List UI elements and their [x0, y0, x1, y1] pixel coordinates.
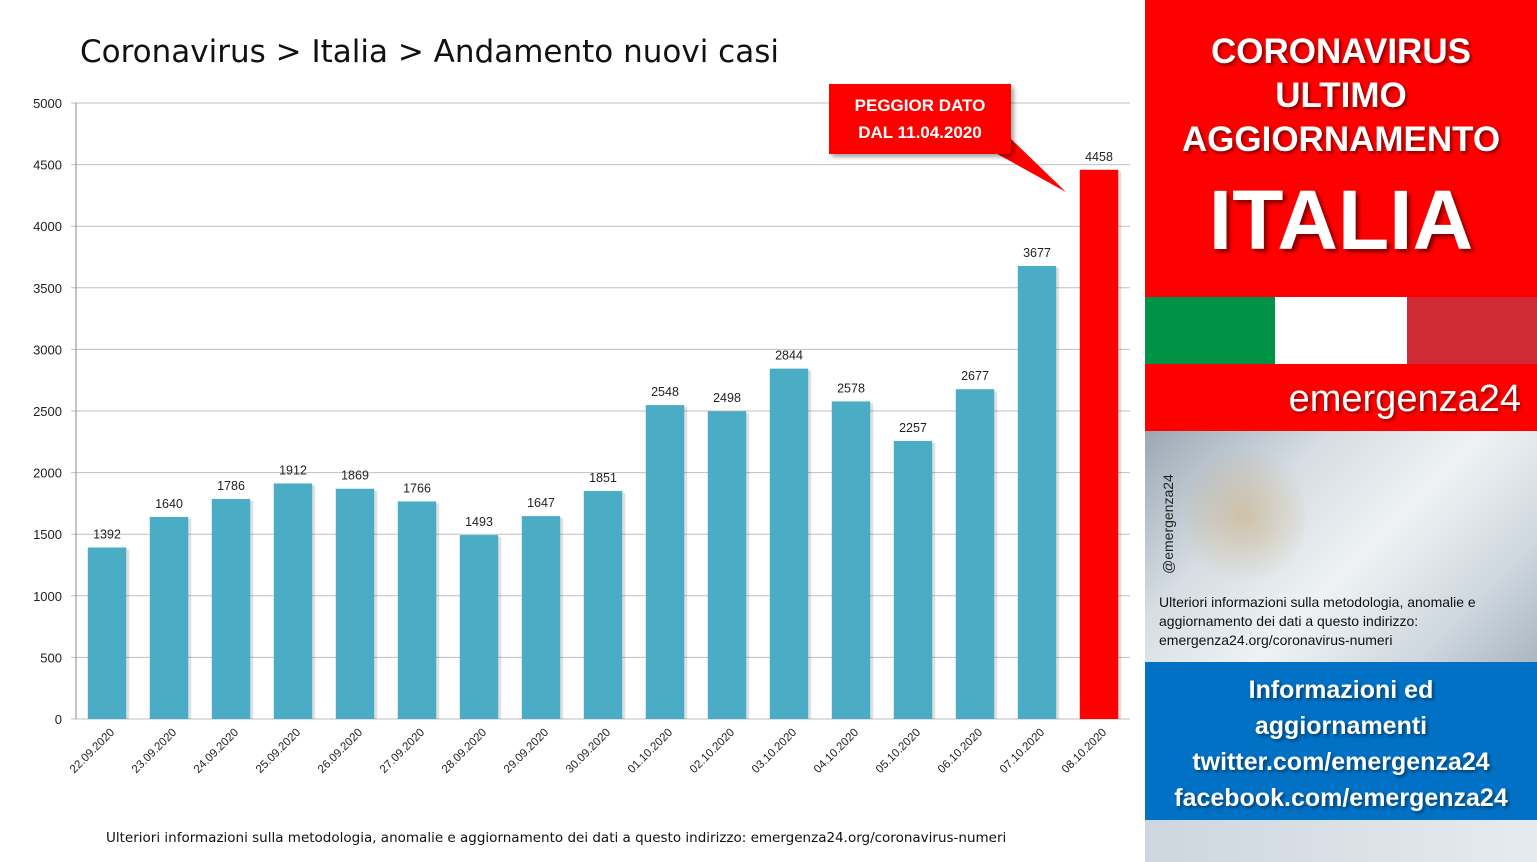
headline-line-2: ULTIMO — [1275, 76, 1407, 115]
bar — [1017, 265, 1057, 719]
y-tick-label: 1500 — [33, 527, 62, 542]
x-tick-label: 25.09.2020 — [254, 727, 303, 776]
y-tick-label: 0 — [55, 712, 62, 727]
bar — [335, 488, 375, 719]
footnote: Ulteriori informazioni sulla metodologia… — [106, 830, 1007, 846]
bar-value-label: 2677 — [961, 369, 989, 383]
italian-flag — [1145, 297, 1537, 364]
bar-value-label: 1766 — [403, 481, 431, 495]
y-tick-label: 2000 — [33, 466, 62, 481]
bar — [893, 440, 933, 719]
bar — [955, 389, 995, 719]
x-tick-label: 07.10.2020 — [998, 727, 1047, 776]
sidebar: CORONAVIRUS ULTIMO AGGIORNAMENTO ITALIA … — [1145, 0, 1537, 862]
y-tick-label: 4000 — [33, 219, 62, 234]
flag-red-stripe — [1407, 297, 1537, 364]
x-tick-label: 04.10.2020 — [812, 727, 861, 776]
x-tick-label: 08.10.2020 — [1060, 727, 1109, 776]
handle-text: @emergenza24 — [1160, 474, 1176, 574]
x-tick-label: 03.10.2020 — [750, 727, 799, 776]
facebook-link[interactable]: facebook.com/emergenza24 — [1174, 784, 1508, 812]
bar-value-label: 1786 — [217, 479, 245, 493]
bar-value-label: 1851 — [589, 471, 617, 485]
bar — [87, 547, 127, 719]
x-tick-label: 27.09.2020 — [378, 727, 427, 776]
country-name: ITALIA — [1208, 173, 1474, 267]
x-tick-label: 23.09.2020 — [130, 727, 179, 776]
bar — [707, 411, 747, 719]
bar — [459, 535, 499, 719]
bar-value-label: 1392 — [93, 528, 121, 542]
x-tick-label: 02.10.2020 — [688, 727, 737, 776]
flag-green-stripe — [1145, 297, 1275, 364]
bar-value-label: 1869 — [341, 469, 369, 483]
links-box: Informazioni ed aggiornamenti twitter.co… — [1145, 662, 1537, 820]
bar-value-label: 2844 — [775, 349, 803, 363]
chart-panel: Coronavirus > Italia > Andamento nuovi c… — [33, 34, 1130, 846]
y-tick-label: 500 — [40, 650, 62, 665]
x-tick-label: 06.10.2020 — [936, 727, 985, 776]
x-tick-label: 28.09.2020 — [440, 727, 489, 776]
headline-line-1: CORONAVIRUS — [1211, 32, 1471, 71]
bar — [397, 501, 437, 719]
links-line-2: aggiornamenti — [1254, 712, 1428, 740]
bar — [521, 516, 561, 719]
bar-value-label: 1647 — [527, 496, 555, 510]
headline: CORONAVIRUS ULTIMO AGGIORNAMENTO — [1145, 30, 1537, 162]
bar-value-label: 3677 — [1023, 246, 1051, 260]
x-tick-label: 26.09.2020 — [316, 727, 365, 776]
brand-name: emergenza24 — [1288, 378, 1521, 420]
bar-value-label: 2548 — [651, 385, 679, 399]
bar-value-label: 4458 — [1085, 150, 1113, 164]
x-tick-label: 22.09.2020 — [68, 727, 117, 776]
bar — [583, 490, 623, 719]
bar-value-label: 2578 — [837, 381, 865, 395]
bar — [831, 401, 871, 719]
bar — [149, 516, 189, 719]
y-tick-label: 5000 — [33, 96, 62, 111]
bar-value-label: 1493 — [465, 515, 493, 529]
brand-bar: emergenza24 — [1145, 364, 1537, 431]
bar-chart: 1392 1640 1786 1912 1869 1766 1493 1647 1851 2548… — [33, 96, 1130, 776]
x-tick-label: 01.10.2020 — [626, 727, 675, 776]
handle-vertical: @emergenza24 — [1153, 461, 1183, 581]
x-tick-label: 24.09.2020 — [192, 727, 241, 776]
x-tick-label: 30.09.2020 — [564, 727, 613, 776]
y-tick-label: 3500 — [33, 281, 62, 296]
links-line-1: Informazioni ed — [1248, 676, 1434, 704]
background-photo: @emergenza24 Ulteriori informazioni sull… — [1145, 431, 1537, 662]
bar — [1079, 169, 1119, 719]
y-tick-label: 3000 — [33, 342, 62, 357]
bar — [211, 498, 251, 719]
x-tick-label: 29.09.2020 — [502, 727, 551, 776]
bar-value-label: 1912 — [279, 463, 307, 477]
bar-value-label: 2498 — [713, 391, 741, 405]
chart-title: Coronavirus > Italia > Andamento nuovi c… — [80, 34, 779, 70]
bar-value-label: 2257 — [899, 421, 927, 435]
headline-panel: CORONAVIRUS ULTIMO AGGIORNAMENTO ITALIA — [1145, 0, 1537, 297]
x-tick-label: 05.10.2020 — [874, 727, 923, 776]
headline-line-3: AGGIORNAMENTO — [1181, 120, 1501, 159]
bar — [645, 405, 685, 719]
bar — [273, 483, 313, 719]
bar — [769, 368, 809, 719]
y-tick-label: 4500 — [33, 158, 62, 173]
twitter-link[interactable]: twitter.com/emergenza24 — [1192, 748, 1490, 776]
photo-blur — [1185, 441, 1305, 591]
bar-value-label: 1640 — [155, 497, 183, 511]
y-tick-label: 2500 — [33, 404, 62, 419]
info-text: Ulteriori informazioni sulla metodologia… — [1159, 594, 1476, 648]
y-tick-label: 1000 — [33, 589, 62, 604]
callout-line-1: PEGGIOR DATO — [854, 96, 986, 115]
callout-line-2: DAL 11.04.2020 — [858, 123, 982, 142]
flag-white-stripe — [1275, 297, 1407, 364]
worst-data-callout: PEGGIOR DATO DAL 11.04.2020 — [829, 84, 1011, 154]
sidebar-footer-strip — [1145, 820, 1537, 862]
